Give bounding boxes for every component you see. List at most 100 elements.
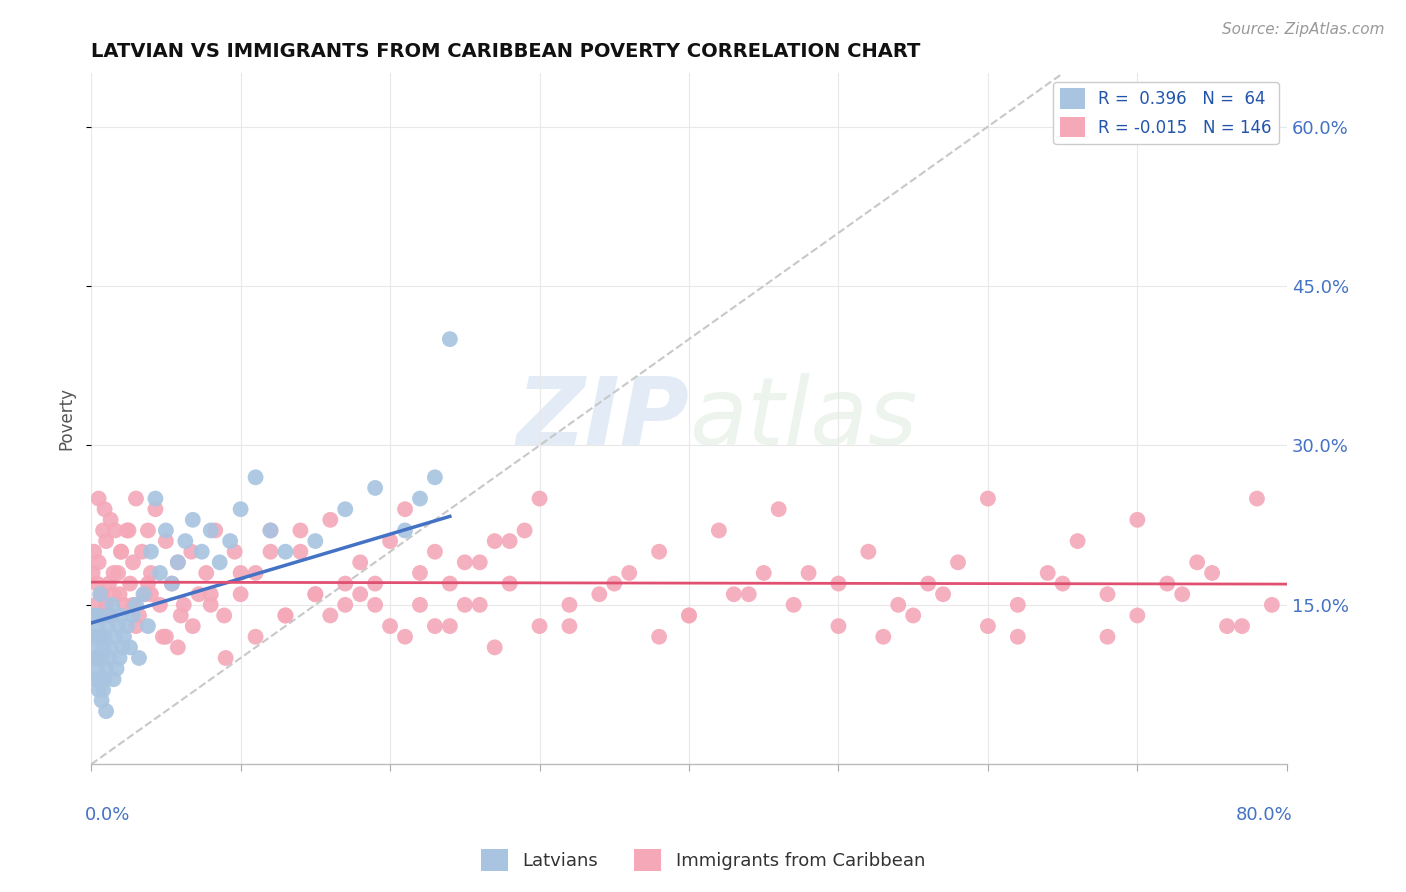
Point xyxy=(409,566,432,580)
Point xyxy=(90,651,112,665)
Point xyxy=(224,545,246,559)
Point xyxy=(212,608,235,623)
Text: 0.0%: 0.0% xyxy=(86,805,131,823)
Point xyxy=(84,630,107,644)
Point xyxy=(946,555,969,569)
Point xyxy=(89,672,111,686)
Point xyxy=(166,555,188,569)
Point xyxy=(215,651,238,665)
Point xyxy=(118,640,141,655)
Point xyxy=(468,555,491,569)
Point xyxy=(84,598,107,612)
Point xyxy=(1036,566,1059,580)
Point xyxy=(97,619,120,633)
Point xyxy=(98,651,121,665)
Point xyxy=(768,502,790,516)
Point xyxy=(1097,630,1119,644)
Point xyxy=(901,608,924,623)
Point xyxy=(378,534,401,549)
Point xyxy=(1216,619,1239,633)
Point xyxy=(94,608,117,623)
Point xyxy=(245,566,267,580)
Point xyxy=(94,662,117,676)
Point xyxy=(160,576,183,591)
Point xyxy=(259,524,281,538)
Point xyxy=(149,598,172,612)
Point xyxy=(89,608,111,623)
Point xyxy=(290,545,312,559)
Point xyxy=(104,524,127,538)
Point xyxy=(484,534,506,549)
Point xyxy=(498,576,520,591)
Point xyxy=(91,640,114,655)
Point xyxy=(107,566,129,580)
Point xyxy=(259,545,281,559)
Point xyxy=(134,587,156,601)
Point xyxy=(152,630,174,644)
Point xyxy=(90,693,112,707)
Point xyxy=(128,608,150,623)
Point xyxy=(319,608,342,623)
Point xyxy=(558,619,581,633)
Point xyxy=(107,619,129,633)
Point xyxy=(94,704,117,718)
Point xyxy=(1007,598,1029,612)
Point xyxy=(738,587,761,601)
Point xyxy=(1261,598,1284,612)
Point xyxy=(439,576,461,591)
Point xyxy=(782,598,804,612)
Point xyxy=(932,587,955,601)
Legend: R =  0.396   N =  64, R = -0.015   N = 146: R = 0.396 N = 64, R = -0.015 N = 146 xyxy=(1053,82,1278,145)
Point xyxy=(977,491,1000,506)
Point xyxy=(90,587,112,601)
Point xyxy=(1097,587,1119,601)
Point xyxy=(290,524,312,538)
Point xyxy=(1052,576,1074,591)
Point xyxy=(454,555,477,569)
Point xyxy=(87,555,110,569)
Point xyxy=(94,598,117,612)
Point xyxy=(166,640,188,655)
Point xyxy=(619,566,641,580)
Point xyxy=(103,672,125,686)
Point xyxy=(423,619,446,633)
Point xyxy=(160,576,183,591)
Legend: Latvians, Immigrants from Caribbean: Latvians, Immigrants from Caribbean xyxy=(474,842,932,879)
Point xyxy=(190,545,212,559)
Point xyxy=(87,640,110,655)
Point xyxy=(977,619,1000,633)
Point xyxy=(170,608,193,623)
Point xyxy=(103,566,125,580)
Point xyxy=(87,491,110,506)
Point xyxy=(200,524,222,538)
Point xyxy=(86,619,108,633)
Point xyxy=(128,651,150,665)
Point xyxy=(110,545,132,559)
Point xyxy=(125,491,148,506)
Point xyxy=(274,608,297,623)
Point xyxy=(173,598,195,612)
Point xyxy=(274,545,297,559)
Point xyxy=(111,640,134,655)
Point xyxy=(603,576,626,591)
Point xyxy=(94,534,117,549)
Point xyxy=(174,534,197,549)
Point xyxy=(752,566,775,580)
Point xyxy=(93,502,115,516)
Y-axis label: Poverty: Poverty xyxy=(58,387,75,450)
Point xyxy=(1126,608,1149,623)
Point xyxy=(105,662,128,676)
Point xyxy=(529,619,551,633)
Point xyxy=(648,630,671,644)
Point xyxy=(229,566,252,580)
Point xyxy=(378,619,401,633)
Point xyxy=(139,587,162,601)
Point xyxy=(83,608,105,623)
Point xyxy=(1156,576,1178,591)
Point xyxy=(91,682,114,697)
Point xyxy=(100,640,122,655)
Point xyxy=(529,491,551,506)
Point xyxy=(87,682,110,697)
Point xyxy=(204,524,226,538)
Point xyxy=(364,481,387,495)
